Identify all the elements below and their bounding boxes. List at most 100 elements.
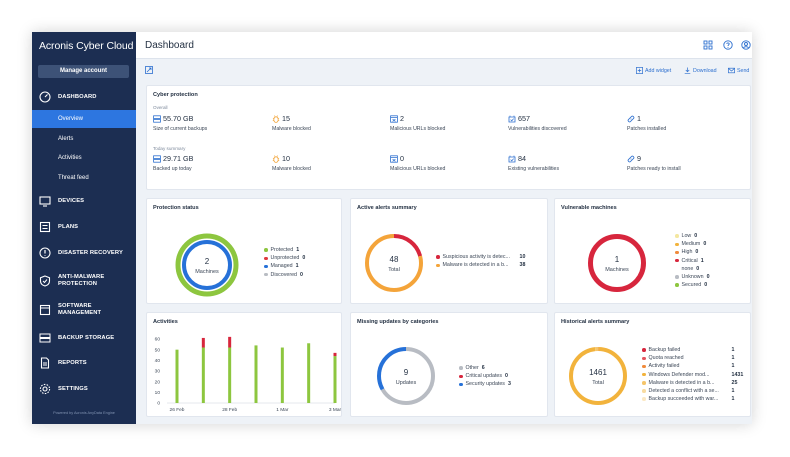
sidebar-item-settings[interactable]: SETTINGS	[32, 377, 136, 401]
legend-value: 1	[296, 247, 300, 254]
legend-value: 0	[703, 241, 707, 248]
patch-icon	[627, 155, 635, 162]
y-tick-label: 30	[155, 369, 161, 375]
expand-icon[interactable]	[145, 66, 153, 74]
sidebar-item-activities[interactable]: Activities	[58, 155, 82, 161]
apps-grid-icon[interactable]	[703, 40, 713, 50]
sidebar-item-software-management[interactable]: SOFTWARE MANAGEMENT	[32, 298, 136, 322]
legend-swatch	[642, 381, 646, 385]
y-tick-label: 40	[155, 358, 161, 364]
stat-label: Malware blocked	[272, 166, 311, 172]
add-widget-button[interactable]: Add widget	[636, 67, 671, 74]
legend-label: Quota reached	[648, 355, 684, 362]
legend-item: Suspicious activity is detec... 10	[436, 253, 525, 261]
bar-failed	[333, 352, 337, 357]
sidebar-item-dashboard[interactable]: DASHBOARD	[32, 85, 136, 109]
critical-ring	[588, 234, 646, 292]
protection-status-widget: Protection status 2 Machines Protected 1 U…	[146, 198, 342, 304]
toolbar: Add widget Download Send	[136, 59, 752, 81]
legend-label: Unprotected	[270, 255, 300, 262]
stat-value: 15	[282, 114, 290, 123]
sidebar-item-reports[interactable]: REPORTS	[32, 351, 136, 375]
legend-swatch	[642, 389, 646, 393]
protected-ring	[175, 233, 239, 297]
sidebar-item-backup-storage[interactable]: BACKUP STORAGE	[32, 326, 136, 350]
legend-value: 1	[731, 396, 735, 403]
legend-label: Protected	[270, 247, 294, 254]
download-button[interactable]: Download	[684, 67, 717, 74]
legend-value: 10	[519, 254, 526, 261]
stat-value: 55.70 GB	[163, 114, 194, 123]
legend-label: Malware is detected in a b...	[648, 379, 715, 386]
stat-label: Malicious URLs blocked	[390, 126, 446, 132]
bar-succeeded	[333, 356, 337, 403]
legend-item: High 0	[675, 248, 710, 256]
widget-title: Missing updates by categories	[357, 319, 439, 325]
stat-label: Malicious URLs blocked	[390, 166, 446, 172]
historical-alerts-widget: Historical alerts summary 1461 Total Bac…	[554, 312, 751, 417]
donut-segment	[377, 347, 435, 405]
legend-value: 0	[300, 271, 303, 278]
stat-label: Backed up today	[153, 166, 192, 172]
legend-swatch	[264, 256, 268, 261]
vulnerability-icon	[508, 155, 516, 162]
mail-icon	[728, 67, 735, 74]
user-account-icon[interactable]	[741, 40, 751, 50]
bug-icon	[272, 154, 280, 163]
legend-value: 0	[694, 233, 698, 240]
monitor-icon	[39, 196, 51, 207]
help-icon[interactable]	[723, 40, 733, 50]
widget-title: Active alerts summary	[357, 205, 417, 211]
stat-tile: 55.70 GB Size of current backups	[153, 114, 207, 132]
sidebar-item-plans[interactable]: PLANS	[32, 215, 136, 239]
legend-swatch	[642, 356, 646, 361]
disaster-recovery-icon	[39, 247, 51, 259]
x-tick-label: 1 Mar	[276, 407, 289, 413]
send-label: Send	[737, 67, 750, 74]
sidebar-item-alerts[interactable]: Alerts	[58, 136, 74, 142]
y-tick-label: 50	[155, 347, 161, 353]
sidebar-item-disaster-recovery[interactable]: DISASTER RECOVERY	[32, 241, 136, 265]
legend-item: Malware is detected in a b... 25	[642, 379, 743, 387]
protection-legend: Protected 1 Unprotected 0 Managed 1 Discovered…	[264, 246, 305, 279]
shield-icon	[39, 275, 51, 287]
legend-swatch	[264, 248, 268, 252]
sidebar-item-devices[interactable]: DEVICES	[32, 189, 136, 213]
powered-by-text: Powered by Acronis AnyData Engine	[53, 411, 115, 415]
donut-value: 2	[205, 257, 210, 266]
y-tick-label: 60	[155, 337, 161, 343]
bar-failed	[228, 336, 232, 348]
stat-label: Existing vulnerabilities	[508, 166, 560, 172]
legend-label: Medium	[681, 241, 701, 248]
legend-value: 25	[731, 379, 738, 386]
legend-swatch	[675, 250, 679, 255]
stat-label: Malware blocked	[272, 126, 311, 132]
sidebar-item-anti-malware[interactable]: ANTI-MALWARE PROTECTION	[32, 269, 136, 293]
legend-item: Discovered 0	[264, 271, 305, 279]
sidebar: Acronis Cyber Cloud Manage account DASHB…	[32, 32, 136, 424]
sidebar-item-overview[interactable]: Overview	[32, 110, 136, 128]
sidebar-item-label: ANTI-MALWARE PROTECTION	[58, 274, 105, 287]
legend-swatch	[675, 283, 679, 287]
overall-label: Overall	[153, 105, 168, 110]
vulnerable-legend: Low 0 Medium 0 High 0 Critical 1 none 0 Unknown 0 Se…	[675, 232, 710, 289]
bar-succeeded	[280, 347, 284, 403]
stat-value: 0	[400, 154, 404, 163]
bug-icon	[272, 114, 280, 123]
legend-label: Detected a conflict with a se...	[648, 388, 719, 395]
legend-item: Backup failed 1	[642, 346, 743, 354]
legend-value: 1	[731, 363, 735, 370]
send-button[interactable]: Send	[728, 67, 749, 74]
legend-swatch	[675, 234, 679, 238]
sidebar-item-threat-feed[interactable]: Threat feed	[58, 175, 89, 181]
add-widget-label: Add widget	[645, 67, 672, 74]
donut-segment	[569, 347, 627, 405]
manage-account-button[interactable]: Manage account	[38, 65, 129, 78]
legend-value: 0	[302, 255, 306, 262]
donut-label: Updates	[396, 380, 417, 386]
storage-icon	[39, 333, 51, 343]
activities-chart: 0 10 20 30 40 50 60 26 Feb 28 Feb 1 Mar 3 Mar	[155, 336, 342, 413]
legend-item: Windows Defender mod... 1431	[642, 371, 743, 379]
activities-widget: Activities 0 10 20 30 40 50 60 26 Feb 28 Feb 1 Ma…	[146, 312, 342, 417]
legend-label: Malware is detected in a b...	[442, 262, 509, 269]
